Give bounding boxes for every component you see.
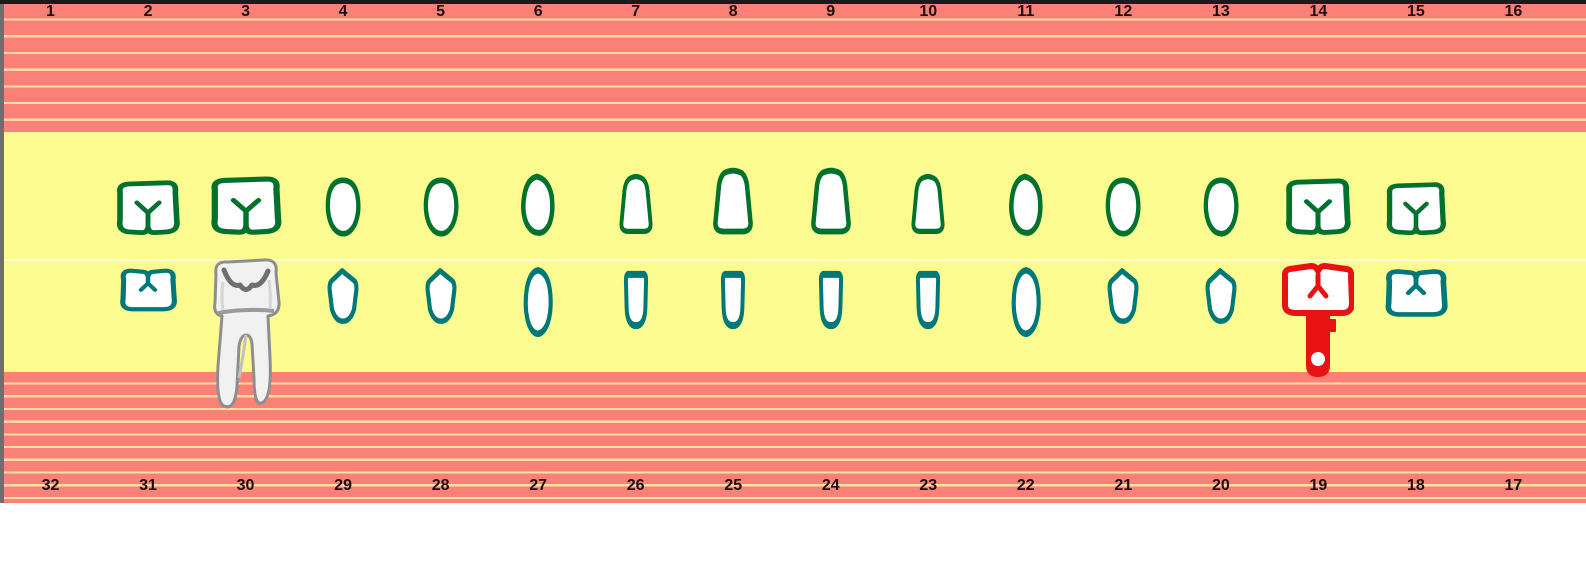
upper-position-label-12: 12 bbox=[1114, 3, 1133, 20]
lower-position-label-31: 31 bbox=[139, 477, 157, 494]
tooth-4-icon bbox=[325, 177, 361, 237]
tooth-6-icon bbox=[521, 173, 555, 236]
lower-position-label-25: 25 bbox=[724, 477, 743, 494]
tooth-7-icon bbox=[619, 173, 653, 235]
lower-position-number-row: 32 31 30 29 28 27 26 25 24 23 22 21 20 19 18 17 bbox=[0, 477, 1586, 497]
lower-position-label-18: 18 bbox=[1407, 477, 1425, 494]
footer-area: 1 bbox=[0, 503, 1586, 564]
tooth-22-icon bbox=[1011, 267, 1041, 337]
tooth-19[interactable] bbox=[1282, 262, 1355, 380]
lower-position-label-32: 32 bbox=[41, 477, 60, 494]
tooth-28-icon bbox=[425, 268, 457, 324]
tooth-15-icon bbox=[1386, 182, 1446, 236]
tooth-9[interactable] bbox=[803, 166, 859, 238]
tooth-22[interactable] bbox=[1003, 266, 1049, 338]
chart-top-border bbox=[0, 0, 1586, 4]
arch-separator-line bbox=[4, 259, 1586, 261]
lower-position-label-27: 27 bbox=[529, 477, 548, 494]
upper-position-label-14: 14 bbox=[1309, 3, 1328, 20]
lower-position-label-22: 22 bbox=[1016, 477, 1035, 494]
upper-position-label-7: 7 bbox=[631, 3, 641, 20]
tooth-11-icon bbox=[1008, 173, 1043, 236]
tooth-14[interactable] bbox=[1282, 176, 1354, 238]
tooth-30[interactable] bbox=[209, 258, 283, 416]
tooth-15[interactable] bbox=[1383, 180, 1449, 238]
tooth-4[interactable] bbox=[319, 176, 367, 238]
tooth-20-icon bbox=[1205, 268, 1237, 324]
lower-position-label-24: 24 bbox=[821, 477, 840, 494]
tooth-12-icon bbox=[1106, 177, 1141, 237]
upper-position-label-6: 6 bbox=[533, 3, 543, 20]
chart-left-edge-strip bbox=[0, 4, 4, 503]
tooth-5[interactable] bbox=[417, 176, 465, 238]
tooth-18[interactable] bbox=[1381, 264, 1451, 322]
tooth-5-icon bbox=[423, 177, 459, 237]
tooth-11[interactable] bbox=[1001, 172, 1051, 238]
tooth-12[interactable] bbox=[1099, 176, 1147, 238]
upper-position-label-11: 11 bbox=[1017, 3, 1035, 20]
upper-position-label-15: 15 bbox=[1407, 3, 1425, 20]
tooth-24-icon bbox=[818, 270, 843, 330]
lower-position-label-29: 29 bbox=[334, 477, 352, 494]
lower-position-label-26: 26 bbox=[626, 477, 645, 494]
tooth-31[interactable] bbox=[116, 264, 180, 316]
upper-position-label-13: 13 bbox=[1211, 3, 1230, 20]
tooth-23-icon bbox=[916, 270, 941, 330]
upper-position-label-5: 5 bbox=[436, 3, 446, 20]
lower-position-label-17: 17 bbox=[1504, 477, 1523, 494]
tooth-10[interactable] bbox=[904, 172, 952, 238]
tooth-3-icon bbox=[210, 176, 281, 235]
tooth-25-icon bbox=[721, 270, 746, 330]
lower-position-label-20: 20 bbox=[1211, 477, 1230, 494]
upper-position-label-1: 1 bbox=[46, 3, 55, 20]
upper-gingiva-striped-band bbox=[0, 4, 1586, 132]
tooth-20[interactable] bbox=[1198, 266, 1244, 326]
upper-position-label-10: 10 bbox=[919, 3, 938, 20]
tooth-13-icon bbox=[1203, 177, 1239, 237]
tooth-3[interactable] bbox=[207, 174, 285, 238]
tooth-14-icon bbox=[1286, 178, 1352, 235]
tooth-27[interactable] bbox=[515, 266, 561, 338]
tooth-18-icon bbox=[1385, 269, 1448, 317]
upper-position-label-8: 8 bbox=[728, 3, 738, 20]
tooth-10-icon bbox=[911, 173, 945, 235]
lower-position-label-23: 23 bbox=[919, 477, 938, 494]
tooth-21-icon bbox=[1107, 268, 1139, 324]
tooth-29[interactable] bbox=[320, 266, 366, 326]
tooth-26-icon bbox=[623, 270, 648, 330]
tooth-8-icon bbox=[713, 167, 754, 235]
tooth-19-icon bbox=[1282, 263, 1355, 377]
tooth-23[interactable] bbox=[910, 268, 946, 332]
upper-position-label-3: 3 bbox=[241, 3, 250, 20]
tooth-28[interactable] bbox=[418, 266, 464, 326]
tooth-29-icon bbox=[327, 268, 359, 324]
tooth-13[interactable] bbox=[1197, 176, 1245, 238]
tooth-21[interactable] bbox=[1100, 266, 1146, 326]
tooth-6[interactable] bbox=[513, 172, 563, 238]
upper-position-label-4: 4 bbox=[338, 3, 348, 20]
tooth-26[interactable] bbox=[618, 268, 654, 332]
tooth-7[interactable] bbox=[612, 172, 660, 238]
tooth-2[interactable] bbox=[113, 178, 183, 238]
tooth-8[interactable] bbox=[705, 166, 761, 238]
lower-position-label-30: 30 bbox=[236, 477, 255, 494]
tooth-24[interactable] bbox=[813, 268, 849, 332]
tooth-25[interactable] bbox=[715, 268, 751, 332]
upper-position-label-9: 9 bbox=[826, 3, 836, 20]
upper-position-label-2: 2 bbox=[143, 3, 153, 20]
lower-position-label-28: 28 bbox=[431, 477, 450, 494]
tooth-30-icon bbox=[212, 258, 281, 409]
lower-position-label-21: 21 bbox=[1114, 477, 1133, 494]
tooth-31-icon bbox=[120, 268, 177, 312]
upper-position-number-row: 1 2 3 4 5 6 7 8 9 10 11 12 13 14 15 16 bbox=[0, 3, 1586, 23]
tooth-27-icon bbox=[523, 267, 553, 337]
upper-position-label-16: 16 bbox=[1504, 3, 1523, 20]
lower-position-label-19: 19 bbox=[1309, 477, 1328, 494]
tooth-9-icon bbox=[810, 167, 851, 235]
tooth-2-icon bbox=[116, 180, 180, 235]
